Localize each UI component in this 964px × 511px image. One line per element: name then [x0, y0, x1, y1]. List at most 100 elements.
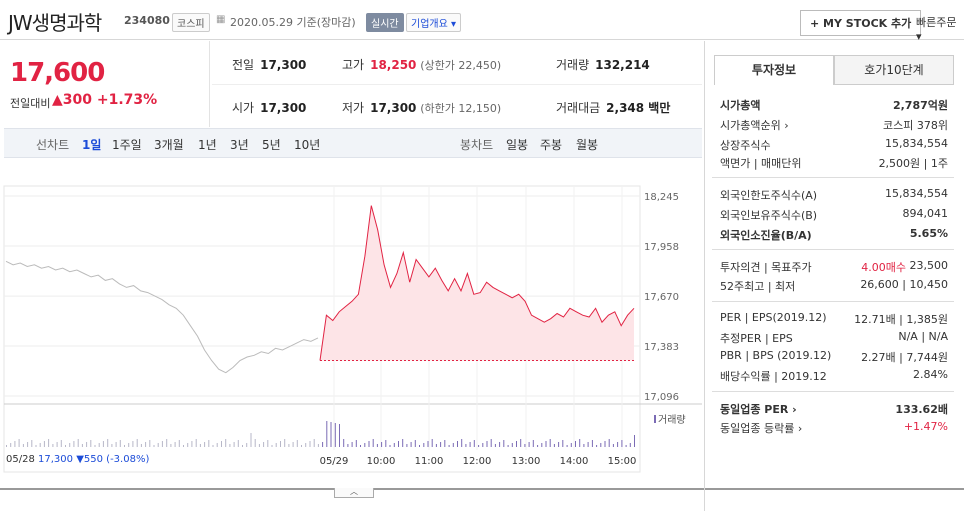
volume-bar [326, 421, 328, 447]
volume-bar [183, 445, 184, 447]
volume-bar [65, 445, 66, 447]
volume-bar [301, 445, 302, 447]
volume-bar [372, 439, 374, 447]
volume-bar [419, 445, 420, 447]
volume-bar [14, 441, 16, 447]
volume-bar [305, 443, 307, 447]
chevron-down-icon: ▾ [916, 30, 922, 43]
info-value: 133.62배 [895, 403, 948, 416]
volume-legend: 거래량 [654, 411, 686, 426]
volume-bar [212, 445, 214, 447]
volume-bar [406, 444, 408, 447]
info-key: 시가총액 [720, 99, 761, 112]
info-value: 5.65% [909, 227, 948, 240]
volume-bar [351, 442, 353, 447]
volume-bar [507, 445, 509, 447]
base-date: 2020.05.29 기준(장마감) [230, 16, 356, 29]
quick-order-button[interactable]: 빠른주문 ▾ [916, 14, 964, 43]
open-value: 17,300 [260, 101, 307, 115]
volume-bar [136, 439, 138, 447]
period-bar: 선차트 1일 1주일 3개월 1년 3년 5년 10년 봉차트 일봉 주봉 월봉 [4, 128, 702, 158]
price-chart[interactable]: 18,245 17,958 17,670 17,383 17,096 05/29 10:0… [0, 160, 702, 480]
candle-daily[interactable]: 일봉 [506, 138, 529, 152]
expand-icon[interactable]: ︿ [334, 488, 374, 498]
info-key[interactable]: 시가총액순위 › [720, 119, 789, 132]
volume-bar [250, 433, 252, 447]
candle-weekly[interactable]: 주봉 [540, 138, 563, 152]
volume-bar [389, 445, 391, 447]
volume-bar [482, 443, 484, 447]
volume-bar [31, 440, 33, 447]
info-key[interactable]: 동일업종 등락률 › [720, 422, 803, 435]
info-value: 2,500원 | 1주 [878, 157, 948, 170]
volume-bar [634, 435, 635, 447]
volume-bar [364, 443, 366, 447]
period-5y[interactable]: 5년 [262, 138, 281, 152]
period-1y[interactable]: 1년 [198, 138, 217, 152]
volume-bar [537, 445, 539, 447]
divider [712, 301, 954, 302]
volume-bar [381, 442, 383, 447]
volume-bar [27, 442, 29, 447]
chevron-down-icon: ▾ [451, 19, 457, 30]
y-tick-label: 17,958 [644, 242, 679, 253]
volume-bar [107, 439, 109, 447]
volume-bar [275, 443, 277, 447]
volume-bar [541, 443, 543, 447]
volume-bar [503, 440, 505, 447]
volume-bar [617, 442, 619, 447]
volume-bar [22, 444, 24, 447]
x-tick-label: 15:00 [608, 456, 637, 467]
y-tick-label: 17,670 [644, 292, 679, 303]
volume-bar [221, 441, 222, 447]
volume-bar [524, 444, 526, 447]
volume-bar [317, 444, 319, 447]
volume-bar [427, 441, 429, 447]
period-1d[interactable]: 1일 [82, 138, 102, 152]
period-3y[interactable]: 3년 [230, 138, 249, 152]
candle-chart-label: 봉차트 [460, 138, 494, 152]
volume-bar [10, 443, 12, 447]
volume-bar [39, 443, 41, 447]
volume-bar [86, 442, 88, 447]
volume-bar [288, 444, 290, 447]
period-10y[interactable]: 10년 [294, 138, 321, 152]
info-key: 투자의견 | 목표주가 [720, 261, 812, 274]
tab-invest-info[interactable]: 투자정보 [714, 55, 834, 85]
volume-bar [35, 445, 37, 447]
volume: 거래량 132,214 [556, 56, 650, 73]
volume-bar [111, 444, 113, 447]
info-value: 15,834,554 [885, 137, 948, 150]
volume-bar [258, 444, 260, 447]
company-info-button[interactable]: 기업개요 ▾ [406, 13, 462, 32]
current-price: 17,600 [10, 58, 105, 88]
info-key: 52주최고 | 최저 [720, 280, 796, 293]
info-value: 2.84% [913, 368, 948, 381]
divider [712, 177, 954, 178]
volume-bar [562, 440, 564, 447]
candle-monthly[interactable]: 월봉 [576, 138, 599, 152]
volume-bar [393, 443, 395, 447]
x-tick-label: 05/29 [320, 456, 349, 467]
volume-bar [444, 440, 446, 447]
volume-bar [229, 444, 231, 447]
volume-bar [600, 443, 602, 447]
realtime-button[interactable]: 실시간 [366, 13, 404, 32]
volume-bar [271, 445, 273, 447]
volume-bar [528, 442, 530, 447]
mystock-add-button[interactable]: + MY STOCK 추가 [800, 10, 922, 36]
company-name: JW생명과학 [8, 11, 102, 35]
volume-bar [102, 441, 104, 447]
volume-bar [520, 439, 522, 447]
info-key: 외국인한도주식수(A) [720, 189, 818, 202]
x-tick-label: 11:00 [415, 456, 444, 467]
volume-bar [237, 440, 239, 447]
tab-orderbook[interactable]: 호가10단계 [834, 55, 954, 85]
period-3m[interactable]: 3개월 [154, 138, 184, 152]
volume-bar [161, 441, 163, 447]
info-key[interactable]: 동일업종 PER › [720, 403, 797, 416]
volume-bar [233, 442, 235, 447]
volume-bar [596, 445, 598, 447]
volume-bar [575, 441, 576, 447]
period-1w[interactable]: 1주일 [112, 138, 142, 152]
